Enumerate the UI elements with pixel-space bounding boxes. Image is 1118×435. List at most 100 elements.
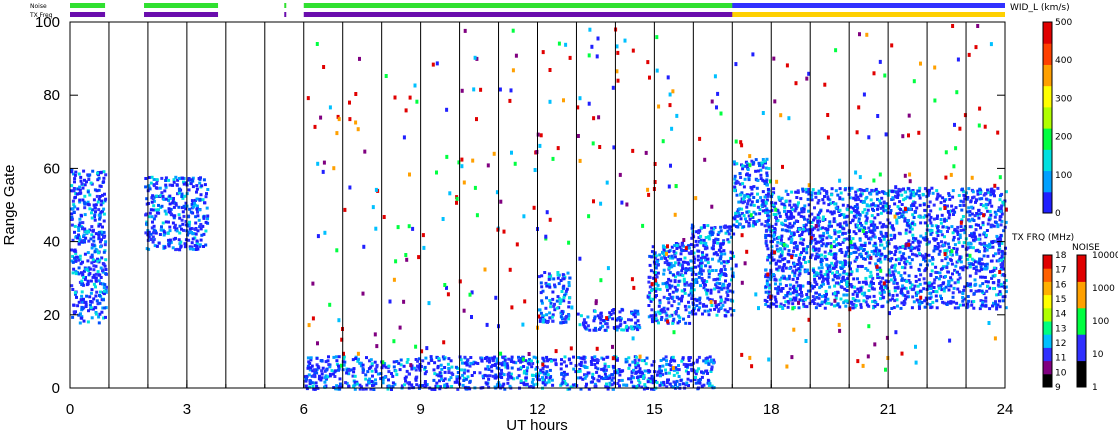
scatter-point [551, 297, 555, 301]
scatter-point [164, 220, 168, 224]
scatter-point [879, 239, 883, 243]
scatter-point [619, 318, 622, 322]
scatter-point [515, 242, 519, 247]
scatter-point [690, 286, 693, 290]
scatter-point [599, 326, 603, 330]
scatter-point [843, 287, 847, 291]
scatter-point [891, 224, 894, 228]
scatter-point [101, 201, 105, 205]
scatter-point [929, 285, 933, 289]
scatter-point [896, 193, 900, 197]
scatter-point [658, 287, 662, 291]
scatter-point [819, 270, 823, 274]
scatter-point [938, 249, 942, 253]
scatter-point [371, 374, 374, 378]
scatter-point [689, 379, 693, 383]
scatter-point [985, 248, 989, 252]
scatter-point [514, 361, 518, 365]
scatter-point [927, 287, 931, 291]
scatter-point [766, 258, 770, 262]
scatter-point [382, 364, 386, 368]
scatter-point [767, 283, 771, 287]
scatter-point [524, 359, 528, 363]
scatter-point [702, 383, 706, 387]
scatter-point [314, 381, 318, 385]
scatter-point [962, 303, 965, 307]
scatter-point [853, 305, 857, 309]
scatter-point [895, 190, 898, 194]
scatter-point [917, 244, 921, 248]
scatter-point [831, 278, 835, 282]
scatter-point [968, 210, 972, 214]
txfreq-bar-segment [70, 12, 106, 17]
scatter-point [875, 190, 879, 194]
scatter-point [841, 231, 845, 235]
scatter-point [188, 207, 192, 211]
scatter-point [699, 259, 703, 263]
scatter-point [100, 238, 103, 242]
scatter-point [810, 284, 813, 288]
scatter-point [747, 224, 751, 228]
scatter-point [791, 269, 795, 273]
scatter-point [71, 260, 75, 264]
scatter-point [913, 238, 917, 242]
scatter-point [768, 209, 772, 213]
scatter-point [637, 364, 641, 368]
scatter-point [206, 188, 210, 191]
scatter-point [898, 250, 902, 254]
scatter-point [837, 276, 841, 280]
scatter-point [446, 292, 450, 297]
scatter-point [728, 227, 732, 231]
scatter-point [651, 378, 655, 382]
scatter-point [767, 167, 771, 170]
scatter-point [488, 358, 492, 362]
scatter-point [943, 199, 946, 203]
scatter-point [802, 207, 806, 211]
scatter-point [927, 213, 931, 217]
scatter-point [710, 304, 714, 307]
scatter-point [949, 301, 953, 305]
scatter-point [811, 268, 815, 272]
scatter-point [748, 193, 752, 197]
scatter-point [708, 269, 712, 273]
scatter-point [999, 268, 1003, 271]
scatter-point [765, 244, 769, 248]
scatter-point [326, 375, 330, 379]
scatter-point [992, 301, 995, 305]
scatter-point [947, 279, 951, 283]
scatter-point [688, 321, 692, 325]
scatter-point [897, 262, 901, 266]
scatter-point [832, 217, 836, 221]
scatter-point [816, 201, 820, 205]
scatter-point [716, 233, 720, 236]
scatter-point [853, 205, 857, 208]
scatter-point [875, 264, 879, 269]
scatter-point [788, 222, 792, 226]
scatter-point [918, 302, 922, 306]
scatter-point [694, 265, 697, 269]
scatter-point [967, 206, 971, 210]
scatter-point [943, 249, 947, 253]
scatter-point [182, 204, 186, 208]
scatter-point [402, 364, 406, 368]
scatter-point [74, 195, 77, 199]
scatter-point [902, 210, 906, 214]
scatter-point [936, 242, 940, 245]
scatter-point [994, 221, 998, 224]
scatter-point [868, 204, 872, 208]
scatter-point [145, 197, 149, 201]
scatter-point [150, 215, 154, 219]
scatter-point [774, 213, 778, 216]
scatter-point [804, 269, 808, 273]
scatter-point [800, 294, 804, 298]
scatter-point [397, 361, 401, 365]
scatter-point [854, 190, 858, 194]
scatter-point [955, 247, 959, 251]
scatter-point [754, 169, 758, 173]
scatter-point [968, 253, 972, 258]
scatter-point [594, 326, 597, 330]
scatter-point [772, 273, 775, 276]
scatter-point [784, 243, 788, 247]
scatter-point [733, 189, 737, 192]
scatter-point [872, 282, 875, 285]
